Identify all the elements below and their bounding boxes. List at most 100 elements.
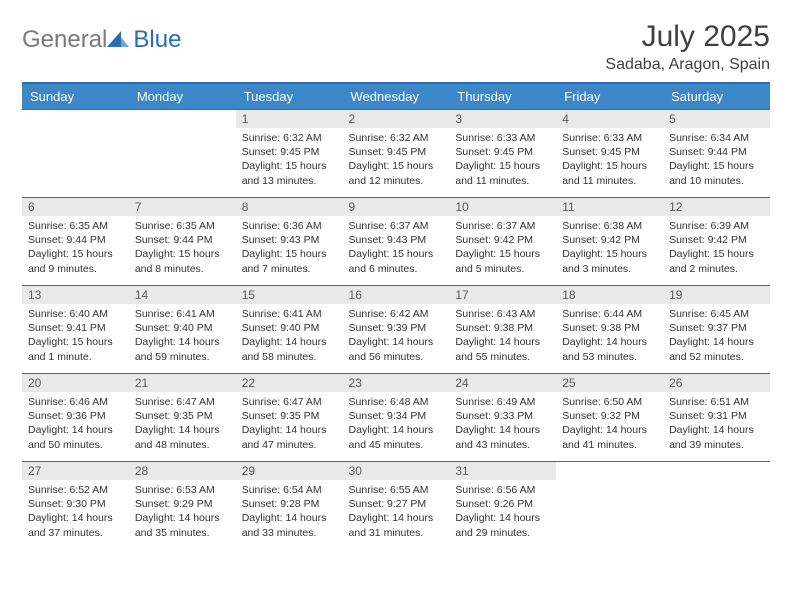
day-number: 31 [449,462,556,480]
day-detail: Sunrise: 6:40 AMSunset: 9:41 PMDaylight:… [22,304,129,370]
weekday-header-row: SundayMondayTuesdayWednesdayThursdayFrid… [22,83,770,110]
calendar-day-cell: 8Sunrise: 6:36 AMSunset: 9:43 PMDaylight… [236,198,343,286]
calendar-day-cell: 2Sunrise: 6:32 AMSunset: 9:45 PMDaylight… [343,110,450,198]
day-detail: Sunrise: 6:33 AMSunset: 9:45 PMDaylight:… [556,128,663,194]
calendar-week-row: 6Sunrise: 6:35 AMSunset: 9:44 PMDaylight… [22,198,770,286]
day-detail: Sunrise: 6:44 AMSunset: 9:38 PMDaylight:… [556,304,663,370]
day-detail: Sunrise: 6:35 AMSunset: 9:44 PMDaylight:… [129,216,236,282]
calendar-day-cell: 1Sunrise: 6:32 AMSunset: 9:45 PMDaylight… [236,110,343,198]
day-number: 13 [22,286,129,304]
calendar-day-cell [556,462,663,550]
calendar-week-row: 20Sunrise: 6:46 AMSunset: 9:36 PMDayligh… [22,374,770,462]
calendar-day-cell: 10Sunrise: 6:37 AMSunset: 9:42 PMDayligh… [449,198,556,286]
day-number: 19 [663,286,770,304]
day-detail: Sunrise: 6:43 AMSunset: 9:38 PMDaylight:… [449,304,556,370]
day-detail: Sunrise: 6:41 AMSunset: 9:40 PMDaylight:… [236,304,343,370]
day-detail: Sunrise: 6:37 AMSunset: 9:43 PMDaylight:… [343,216,450,282]
day-number: 29 [236,462,343,480]
day-number: 24 [449,374,556,392]
calendar-day-cell [663,462,770,550]
day-detail: Sunrise: 6:36 AMSunset: 9:43 PMDaylight:… [236,216,343,282]
day-number: 26 [663,374,770,392]
calendar-day-cell: 18Sunrise: 6:44 AMSunset: 9:38 PMDayligh… [556,286,663,374]
calendar-day-cell: 21Sunrise: 6:47 AMSunset: 9:35 PMDayligh… [129,374,236,462]
day-number: 5 [663,110,770,128]
month-title: July 2025 [605,20,770,54]
day-detail: Sunrise: 6:47 AMSunset: 9:35 PMDaylight:… [129,392,236,458]
calendar-day-cell: 26Sunrise: 6:51 AMSunset: 9:31 PMDayligh… [663,374,770,462]
calendar-day-cell: 30Sunrise: 6:55 AMSunset: 9:27 PMDayligh… [343,462,450,550]
day-detail: Sunrise: 6:32 AMSunset: 9:45 PMDaylight:… [236,128,343,194]
day-detail: Sunrise: 6:42 AMSunset: 9:39 PMDaylight:… [343,304,450,370]
logo-text-blue: Blue [133,26,181,54]
day-number: 11 [556,198,663,216]
day-detail: Sunrise: 6:54 AMSunset: 9:28 PMDaylight:… [236,480,343,546]
calendar-day-cell: 28Sunrise: 6:53 AMSunset: 9:29 PMDayligh… [129,462,236,550]
day-number: 4 [556,110,663,128]
logo-text-general: General [22,26,107,54]
day-detail: Sunrise: 6:47 AMSunset: 9:35 PMDaylight:… [236,392,343,458]
logo-triangle-icon [107,29,129,52]
day-detail: Sunrise: 6:33 AMSunset: 9:45 PMDaylight:… [449,128,556,194]
day-number: 10 [449,198,556,216]
calendar-day-cell: 15Sunrise: 6:41 AMSunset: 9:40 PMDayligh… [236,286,343,374]
calendar-day-cell: 9Sunrise: 6:37 AMSunset: 9:43 PMDaylight… [343,198,450,286]
calendar-table: SundayMondayTuesdayWednesdayThursdayFrid… [22,82,770,550]
calendar-day-cell: 29Sunrise: 6:54 AMSunset: 9:28 PMDayligh… [236,462,343,550]
calendar-day-cell: 31Sunrise: 6:56 AMSunset: 9:26 PMDayligh… [449,462,556,550]
calendar-week-row: 1Sunrise: 6:32 AMSunset: 9:45 PMDaylight… [22,110,770,198]
day-detail: Sunrise: 6:53 AMSunset: 9:29 PMDaylight:… [129,480,236,546]
weekday-header: Monday [129,83,236,110]
calendar-day-cell: 22Sunrise: 6:47 AMSunset: 9:35 PMDayligh… [236,374,343,462]
header: General Blue July 2025 Sadaba, Aragon, S… [22,20,770,74]
day-detail: Sunrise: 6:49 AMSunset: 9:33 PMDaylight:… [449,392,556,458]
day-number: 16 [343,286,450,304]
day-number: 8 [236,198,343,216]
calendar-day-cell: 16Sunrise: 6:42 AMSunset: 9:39 PMDayligh… [343,286,450,374]
day-detail: Sunrise: 6:51 AMSunset: 9:31 PMDaylight:… [663,392,770,458]
day-number: 3 [449,110,556,128]
day-number: 15 [236,286,343,304]
calendar-day-cell: 17Sunrise: 6:43 AMSunset: 9:38 PMDayligh… [449,286,556,374]
calendar-day-cell: 14Sunrise: 6:41 AMSunset: 9:40 PMDayligh… [129,286,236,374]
day-number: 1 [236,110,343,128]
day-detail: Sunrise: 6:55 AMSunset: 9:27 PMDaylight:… [343,480,450,546]
day-detail: Sunrise: 6:32 AMSunset: 9:45 PMDaylight:… [343,128,450,194]
calendar-day-cell: 3Sunrise: 6:33 AMSunset: 9:45 PMDaylight… [449,110,556,198]
weekday-header: Saturday [663,83,770,110]
calendar-day-cell: 24Sunrise: 6:49 AMSunset: 9:33 PMDayligh… [449,374,556,462]
day-detail: Sunrise: 6:35 AMSunset: 9:44 PMDaylight:… [22,216,129,282]
calendar-day-cell: 4Sunrise: 6:33 AMSunset: 9:45 PMDaylight… [556,110,663,198]
calendar-day-cell [22,110,129,198]
day-detail: Sunrise: 6:41 AMSunset: 9:40 PMDaylight:… [129,304,236,370]
day-number: 9 [343,198,450,216]
weekday-header: Friday [556,83,663,110]
day-number: 7 [129,198,236,216]
weekday-header: Thursday [449,83,556,110]
calendar-body: 1Sunrise: 6:32 AMSunset: 9:45 PMDaylight… [22,110,770,550]
day-detail: Sunrise: 6:45 AMSunset: 9:37 PMDaylight:… [663,304,770,370]
weekday-header: Tuesday [236,83,343,110]
day-detail: Sunrise: 6:52 AMSunset: 9:30 PMDaylight:… [22,480,129,546]
calendar-day-cell: 19Sunrise: 6:45 AMSunset: 9:37 PMDayligh… [663,286,770,374]
calendar-day-cell: 27Sunrise: 6:52 AMSunset: 9:30 PMDayligh… [22,462,129,550]
day-number: 30 [343,462,450,480]
calendar-day-cell: 23Sunrise: 6:48 AMSunset: 9:34 PMDayligh… [343,374,450,462]
day-number: 21 [129,374,236,392]
day-number: 6 [22,198,129,216]
day-number: 20 [22,374,129,392]
title-block: July 2025 Sadaba, Aragon, Spain [605,20,770,74]
weekday-header: Wednesday [343,83,450,110]
day-number: 12 [663,198,770,216]
day-number: 14 [129,286,236,304]
day-number: 18 [556,286,663,304]
day-detail: Sunrise: 6:48 AMSunset: 9:34 PMDaylight:… [343,392,450,458]
weekday-header: Sunday [22,83,129,110]
day-number: 28 [129,462,236,480]
day-detail: Sunrise: 6:38 AMSunset: 9:42 PMDaylight:… [556,216,663,282]
calendar-week-row: 27Sunrise: 6:52 AMSunset: 9:30 PMDayligh… [22,462,770,550]
day-detail: Sunrise: 6:50 AMSunset: 9:32 PMDaylight:… [556,392,663,458]
day-number: 17 [449,286,556,304]
day-number: 27 [22,462,129,480]
calendar-day-cell [129,110,236,198]
